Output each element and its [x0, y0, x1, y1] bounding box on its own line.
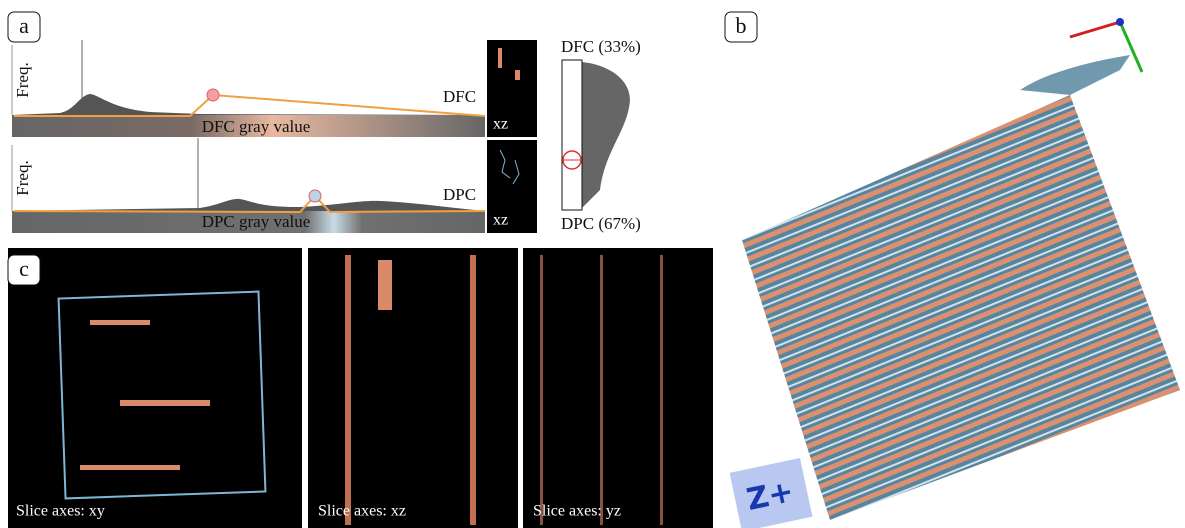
x-label: DPC gray value: [202, 212, 311, 231]
feature: [600, 255, 603, 525]
panel-label: b: [736, 13, 747, 38]
slice-label: xz: [493, 212, 508, 229]
feature: [120, 400, 210, 406]
slice-caption: Slice axes: xz: [318, 503, 406, 520]
histogram-name: DFC: [443, 87, 476, 106]
feature: [90, 320, 150, 325]
histogram-name: DPC: [443, 185, 476, 204]
ratio-distribution: [582, 62, 630, 208]
control-point: [309, 190, 321, 202]
ratio-bar: [562, 60, 582, 210]
feature: [498, 48, 502, 68]
axis-x: [1070, 22, 1120, 37]
volume-fringe: [1020, 55, 1130, 95]
slice-label: xz: [493, 116, 508, 133]
slice-caption: Slice axes: yz: [533, 503, 621, 520]
slice-view: [523, 248, 713, 528]
slice-view: [8, 248, 302, 528]
slice-view: [308, 248, 518, 528]
control-point: [207, 89, 219, 101]
ratio-top: DFC (33%): [561, 37, 641, 56]
panel-label: a: [19, 13, 29, 38]
feature: [540, 255, 543, 525]
axis-label: Freq.: [13, 160, 32, 195]
feature: [345, 255, 351, 525]
ratio-bottom: DPC (67%): [561, 214, 641, 233]
axis-label: Freq.: [13, 62, 32, 97]
x-label: DFC gray value: [202, 117, 311, 136]
feature: [378, 260, 392, 310]
axis-z: [1116, 18, 1124, 26]
feature: [80, 465, 180, 470]
histogram-area: [12, 199, 485, 211]
panel-label: c: [19, 256, 29, 281]
figure: a Freq. DFC DFC gray value Freq. DPC DPC…: [0, 0, 1185, 528]
slice-caption: Slice axes: xy: [16, 503, 105, 520]
feature: [470, 255, 476, 525]
feature: [660, 255, 663, 525]
volume-rendering: [742, 95, 1180, 520]
feature: [515, 70, 520, 80]
